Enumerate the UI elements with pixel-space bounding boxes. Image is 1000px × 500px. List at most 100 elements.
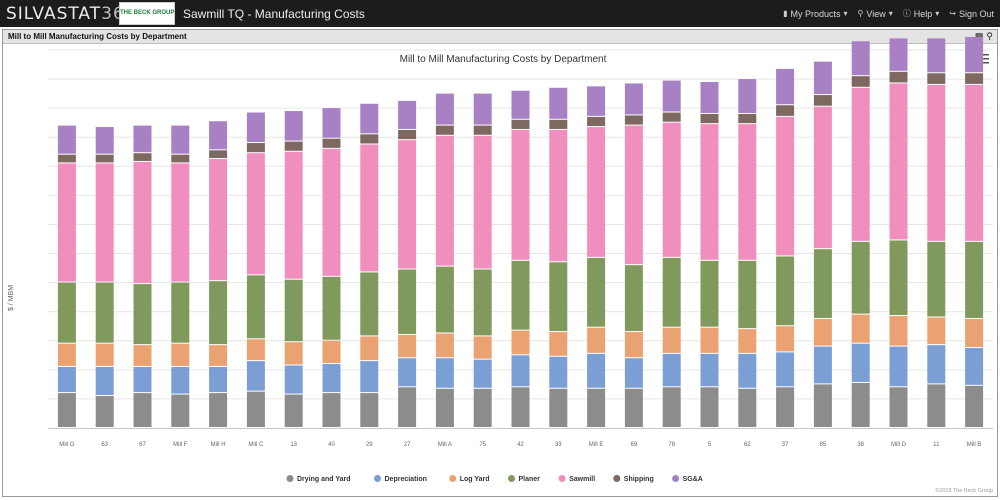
bar-segment-depreciation[interactable]	[889, 346, 908, 387]
bar-segment-sawmill[interactable]	[398, 140, 417, 269]
bar-segment-sg-a[interactable]	[549, 87, 568, 119]
view-menu[interactable]: ⚲ View ▾	[858, 8, 893, 19]
bar-segment-drying-and-yard[interactable]	[95, 396, 114, 427]
bar-segment-drying-and-yard[interactable]	[624, 388, 643, 427]
bar-segment-sawmill[interactable]	[965, 84, 984, 241]
legend-item[interactable]: Sawmill	[558, 475, 596, 483]
bar-segment-drying-and-yard[interactable]	[133, 393, 152, 427]
bar-segment-sg-a[interactable]	[927, 38, 946, 73]
bar-segment-drying-and-yard[interactable]	[889, 387, 908, 427]
bar-segment-depreciation[interactable]	[511, 355, 530, 387]
bar-segment-log-yard[interactable]	[133, 345, 152, 366]
bar-segment-drying-and-yard[interactable]	[700, 387, 719, 427]
bar-segment-sg-a[interactable]	[133, 125, 152, 153]
bar-segment-sg-a[interactable]	[965, 36, 984, 73]
bar-segment-sawmill[interactable]	[700, 124, 719, 260]
bar-segment-sg-a[interactable]	[776, 68, 795, 105]
bar-segment-sawmill[interactable]	[549, 129, 568, 262]
bar-segment-drying-and-yard[interactable]	[662, 387, 681, 427]
bar-segment-log-yard[interactable]	[322, 340, 341, 364]
bar-segment-planer[interactable]	[473, 269, 492, 336]
bar-segment-sawmill[interactable]	[587, 127, 606, 257]
bar-segment-shipping[interactable]	[662, 112, 681, 122]
bar-segment-shipping[interactable]	[473, 125, 492, 135]
bar-segment-sawmill[interactable]	[662, 122, 681, 257]
bar-segment-sg-a[interactable]	[511, 90, 530, 119]
bar-segment-drying-and-yard[interactable]	[246, 391, 265, 427]
bar-segment-depreciation[interactable]	[398, 358, 417, 387]
legend-item[interactable]: Depreciation	[374, 475, 427, 483]
bar-segment-sawmill[interactable]	[209, 159, 228, 281]
bar-segment-drying-and-yard[interactable]	[813, 384, 832, 427]
bar-segment-log-yard[interactable]	[398, 334, 417, 358]
bar-segment-sg-a[interactable]	[700, 81, 719, 113]
bar-segment-sg-a[interactable]	[322, 108, 341, 138]
bar-segment-depreciation[interactable]	[435, 358, 454, 388]
bar-segment-sg-a[interactable]	[624, 83, 643, 115]
bar-segment-shipping[interactable]	[889, 71, 908, 83]
bar-segment-shipping[interactable]	[322, 138, 341, 148]
bar-segment-depreciation[interactable]	[57, 366, 76, 393]
bar-segment-depreciation[interactable]	[813, 346, 832, 384]
bar-segment-sawmill[interactable]	[813, 106, 832, 249]
bar-segment-log-yard[interactable]	[549, 332, 568, 356]
bar-segment-shipping[interactable]	[398, 129, 417, 140]
bar-segment-sawmill[interactable]	[851, 87, 870, 241]
bar-segment-depreciation[interactable]	[851, 343, 870, 382]
bar-segment-shipping[interactable]	[813, 95, 832, 106]
bar-segment-sawmill[interactable]	[473, 135, 492, 269]
bar-segment-planer[interactable]	[171, 282, 190, 343]
bar-segment-sawmill[interactable]	[246, 153, 265, 275]
bar-segment-drying-and-yard[interactable]	[587, 388, 606, 427]
bar-segment-sawmill[interactable]	[284, 151, 303, 279]
bar-segment-sawmill[interactable]	[57, 163, 76, 282]
bar-segment-depreciation[interactable]	[209, 366, 228, 393]
bar-segment-log-yard[interactable]	[965, 318, 984, 348]
bar-segment-depreciation[interactable]	[133, 366, 152, 393]
bar-segment-sawmill[interactable]	[624, 125, 643, 265]
bar-segment-sawmill[interactable]	[738, 124, 757, 260]
bar-segment-depreciation[interactable]	[95, 366, 114, 396]
bar-segment-drying-and-yard[interactable]	[360, 393, 379, 427]
bar-segment-sawmill[interactable]	[435, 135, 454, 266]
bar-segment-drying-and-yard[interactable]	[776, 387, 795, 427]
bar-segment-sawmill[interactable]	[511, 129, 530, 260]
bar-segment-sawmill[interactable]	[171, 163, 190, 282]
bar-segment-depreciation[interactable]	[322, 364, 341, 393]
bar-segment-shipping[interactable]	[549, 119, 568, 129]
bar-segment-planer[interactable]	[360, 272, 379, 336]
bar-segment-log-yard[interactable]	[435, 333, 454, 358]
bar-segment-drying-and-yard[interactable]	[549, 388, 568, 427]
bar-segment-log-yard[interactable]	[171, 343, 190, 366]
bar-segment-log-yard[interactable]	[889, 316, 908, 346]
bar-segment-planer[interactable]	[95, 282, 114, 343]
bar-segment-sg-a[interactable]	[473, 93, 492, 125]
bar-segment-planer[interactable]	[738, 260, 757, 329]
bar-segment-sawmill[interactable]	[927, 84, 946, 241]
bar-segment-sawmill[interactable]	[133, 161, 152, 284]
bar-segment-log-yard[interactable]	[851, 314, 870, 343]
bar-segment-log-yard[interactable]	[95, 343, 114, 366]
bar-segment-log-yard[interactable]	[738, 329, 757, 353]
bar-segment-planer[interactable]	[284, 279, 303, 342]
bar-segment-drying-and-yard[interactable]	[209, 393, 228, 427]
bar-segment-depreciation[interactable]	[473, 359, 492, 388]
bar-segment-planer[interactable]	[246, 275, 265, 339]
legend-item[interactable]: Drying and Yard	[286, 475, 351, 483]
bar-segment-depreciation[interactable]	[662, 353, 681, 387]
bar-segment-shipping[interactable]	[965, 73, 984, 84]
bar-segment-planer[interactable]	[57, 282, 76, 343]
bar-segment-depreciation[interactable]	[587, 353, 606, 388]
bar-segment-log-yard[interactable]	[511, 330, 530, 355]
bar-segment-drying-and-yard[interactable]	[398, 387, 417, 427]
bar-segment-drying-and-yard[interactable]	[965, 385, 984, 427]
bar-segment-drying-and-yard[interactable]	[284, 394, 303, 427]
bar-segment-log-yard[interactable]	[813, 318, 832, 346]
bar-segment-sawmill[interactable]	[95, 163, 114, 282]
bar-segment-log-yard[interactable]	[587, 327, 606, 353]
bar-segment-sawmill[interactable]	[889, 83, 908, 240]
help-menu[interactable]: ⓘ Help ▾	[903, 8, 940, 19]
chart-menu-icon[interactable]	[980, 54, 989, 64]
brand-logo[interactable]: SILVASTAT36	[6, 4, 138, 24]
bar-segment-sg-a[interactable]	[398, 100, 417, 129]
